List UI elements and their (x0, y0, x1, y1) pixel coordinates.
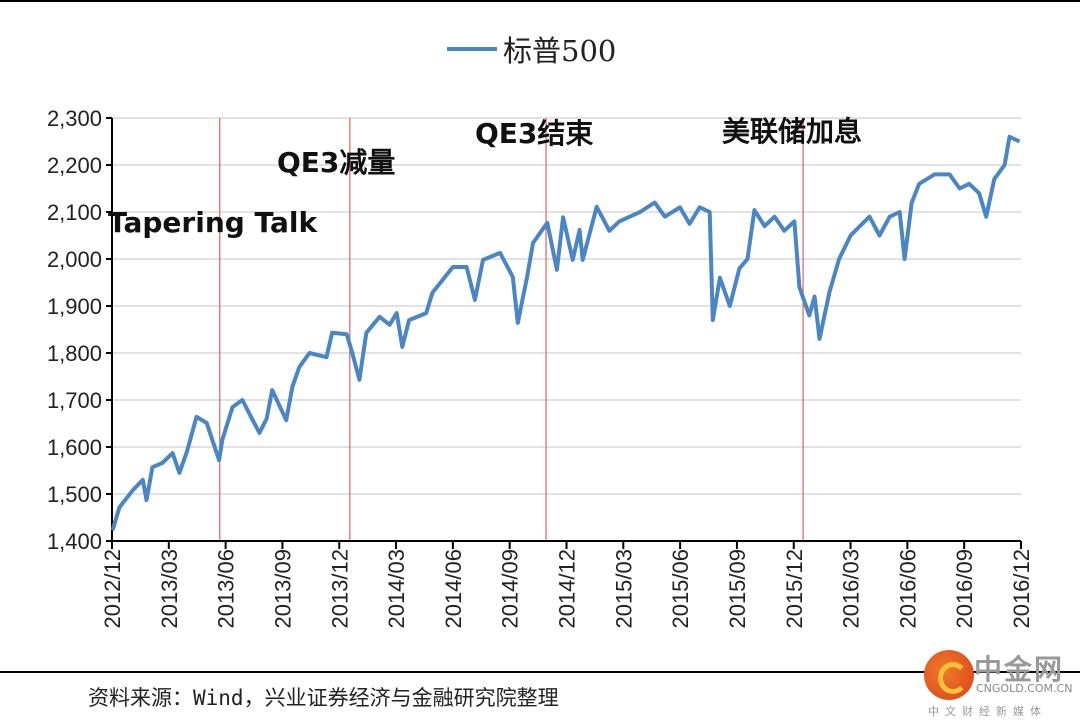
series-line-sp500 (110, 134, 1021, 531)
x-tick-label: 2015/03 (611, 549, 636, 629)
x-tick-label: 2016/12 (1009, 549, 1034, 629)
event-annotation: QE3结束 (475, 117, 593, 150)
x-tick-label: 2013/12 (327, 549, 352, 629)
legend-label: 标普500 (503, 34, 617, 68)
bottom-rule (0, 671, 1080, 673)
y-tick-label: 2,000 (47, 247, 102, 272)
y-tick-label: 1,700 (47, 388, 102, 413)
watermark-domain: CNGOLD.COM.CN (976, 682, 1073, 695)
watermark: 中金网 CNGOLD.COM.CN 中文财经新媒体 (922, 648, 1072, 718)
x-tick-label: 2013/09 (270, 549, 295, 629)
chart: 1,400 1,500 1,600 1,700 1,800 1,900 2,000 2,100… (47, 106, 1034, 629)
event-annotation: QE3减量 (277, 146, 395, 179)
y-tick-label: 1,600 (47, 435, 102, 460)
y-tick-label: 2,200 (47, 153, 102, 178)
x-tick-label: 2016/09 (952, 549, 977, 629)
y-tick-label: 1,800 (47, 341, 102, 366)
top-rule (0, 0, 1080, 2)
watermark-name: 中金网 (974, 653, 1065, 686)
x-tick-label: 2014/06 (441, 549, 466, 629)
x-tick-label: 2013/06 (214, 549, 239, 629)
x-tick-label: 2015/09 (725, 549, 750, 629)
legend-swatch (447, 47, 497, 51)
x-tick-label: 2016/03 (839, 549, 864, 629)
watermark-tagline: 中文财经新媒体 (928, 705, 1047, 718)
event-annotation: Tapering Talk (108, 206, 319, 239)
legend: 标普500 (447, 28, 616, 70)
event-annotation: 美联储加息 (722, 115, 862, 148)
x-tick-label: 2014/03 (384, 549, 409, 629)
source-note: 资料来源：Wind，兴业证券经济与金融研究院整理 (88, 686, 559, 710)
x-tick-label: 2014/09 (498, 549, 523, 629)
y-tick-label: 2,100 (47, 200, 102, 225)
x-tick-label: 2015/06 (668, 549, 693, 629)
cngold-logo-icon (924, 650, 974, 700)
x-tick-label: 2012/12 (100, 549, 125, 629)
x-tick-label: 2014/12 (555, 549, 580, 629)
y-tick-label: 2,300 (47, 106, 102, 131)
x-tick-label: 2013/03 (157, 549, 182, 629)
y-tick-label: 1,500 (47, 482, 102, 507)
y-tick-label: 1,900 (47, 294, 102, 319)
x-tick-label: 2016/06 (895, 549, 920, 629)
y-tick-label: 1,400 (47, 529, 102, 554)
x-tick-label: 2015/12 (782, 549, 807, 629)
